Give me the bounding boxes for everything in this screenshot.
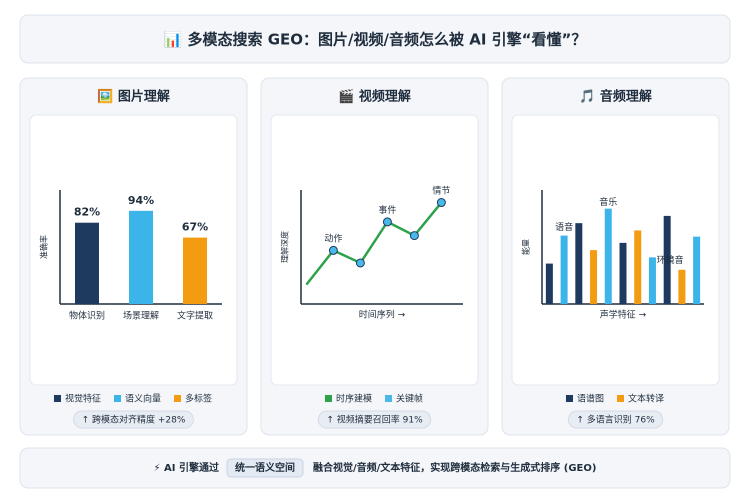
legend-swatch (385, 395, 392, 402)
stat-text: ↑ 多语言识别 76% (576, 414, 655, 426)
bar (183, 237, 207, 304)
key-frame-marker (382, 217, 392, 227)
legend-label: 时序建模 (336, 393, 372, 405)
page-title: 📊 多模态搜索 GEO：图片/视频/音频怎么被 AI 引擎“看懂”？ (164, 31, 587, 49)
legend-label: 语谱图 (577, 393, 604, 405)
bar (590, 250, 598, 304)
key-frame-marker (355, 258, 365, 268)
legend-label: 关键帧 (396, 393, 423, 405)
legend-swatch (53, 395, 61, 402)
bar (663, 215, 671, 304)
chart-card (511, 114, 720, 386)
value-label: 94% (128, 194, 154, 207)
legend-swatch (324, 395, 332, 402)
chart-card (270, 114, 479, 386)
footer-text: 融合视觉/音频/文本特征，实现跨模态检索与生成式排序 (GEO) (313, 461, 596, 474)
y-axis-label: 理解深度 (280, 231, 290, 263)
bar (693, 236, 701, 304)
annotation: 环境音 (657, 254, 684, 266)
panel-title: 🎬 视频理解 (338, 89, 411, 105)
legend-label: 视觉特征 (65, 393, 101, 405)
footer-box (19, 447, 731, 489)
legend-swatch (113, 395, 121, 402)
stat-badge (567, 410, 664, 429)
annotation: 动作 (324, 233, 342, 245)
bar (129, 210, 153, 304)
header-box (19, 14, 731, 64)
bar (678, 269, 686, 304)
annotation: 事件 (378, 204, 396, 216)
bar (75, 222, 99, 304)
footer-highlight-box (226, 458, 304, 478)
bar (648, 257, 656, 304)
annotation: 情节 (432, 185, 450, 197)
key-frame-marker (409, 231, 419, 241)
x-axis-label: 声学特征 → (600, 309, 647, 321)
bar (575, 223, 583, 304)
footer-highlight: 统一语义空间 (235, 461, 295, 474)
key-frame-marker (328, 245, 338, 255)
x-axis-label: 时间序列 → (359, 309, 406, 321)
x-tick-label: 物体识别 (69, 310, 105, 322)
annotation: 音乐 (599, 196, 617, 208)
stat-badge (317, 410, 432, 429)
legend-swatch (174, 395, 182, 402)
x-tick-label: 场景理解 (123, 310, 159, 322)
bar (560, 235, 568, 304)
stat-text: ↑ 跨模态对齐精度 +28% (82, 414, 186, 426)
line (305, 201, 443, 286)
legend-label: 语义向量 (125, 393, 161, 405)
annotation: 语音 (555, 221, 573, 233)
bar (619, 242, 627, 304)
legend-label: 多标签 (185, 393, 212, 405)
value-label: 67% (182, 221, 208, 234)
y-axis-label: 准确率 (39, 235, 49, 259)
legend-label: 文本转译 (628, 393, 664, 405)
footer-lead: ⚡ AI 引擎通过 (154, 461, 219, 474)
stat-badge (73, 410, 194, 429)
panel-title: 🎵 音频理解 (579, 89, 652, 105)
x-tick-label: 文字提取 (177, 310, 213, 322)
panel-title: 🖼️ 图片理解 (97, 89, 170, 105)
value-label: 82% (74, 206, 100, 219)
bar (545, 263, 553, 304)
stat-text: ↑ 视频摘要召回率 91% (326, 414, 423, 426)
y-axis-label: 能量 (521, 239, 531, 255)
legend-swatch (565, 395, 573, 402)
bar (634, 230, 642, 304)
legend-swatch (617, 395, 624, 402)
key-frame-marker (436, 198, 446, 208)
bar (604, 208, 612, 304)
